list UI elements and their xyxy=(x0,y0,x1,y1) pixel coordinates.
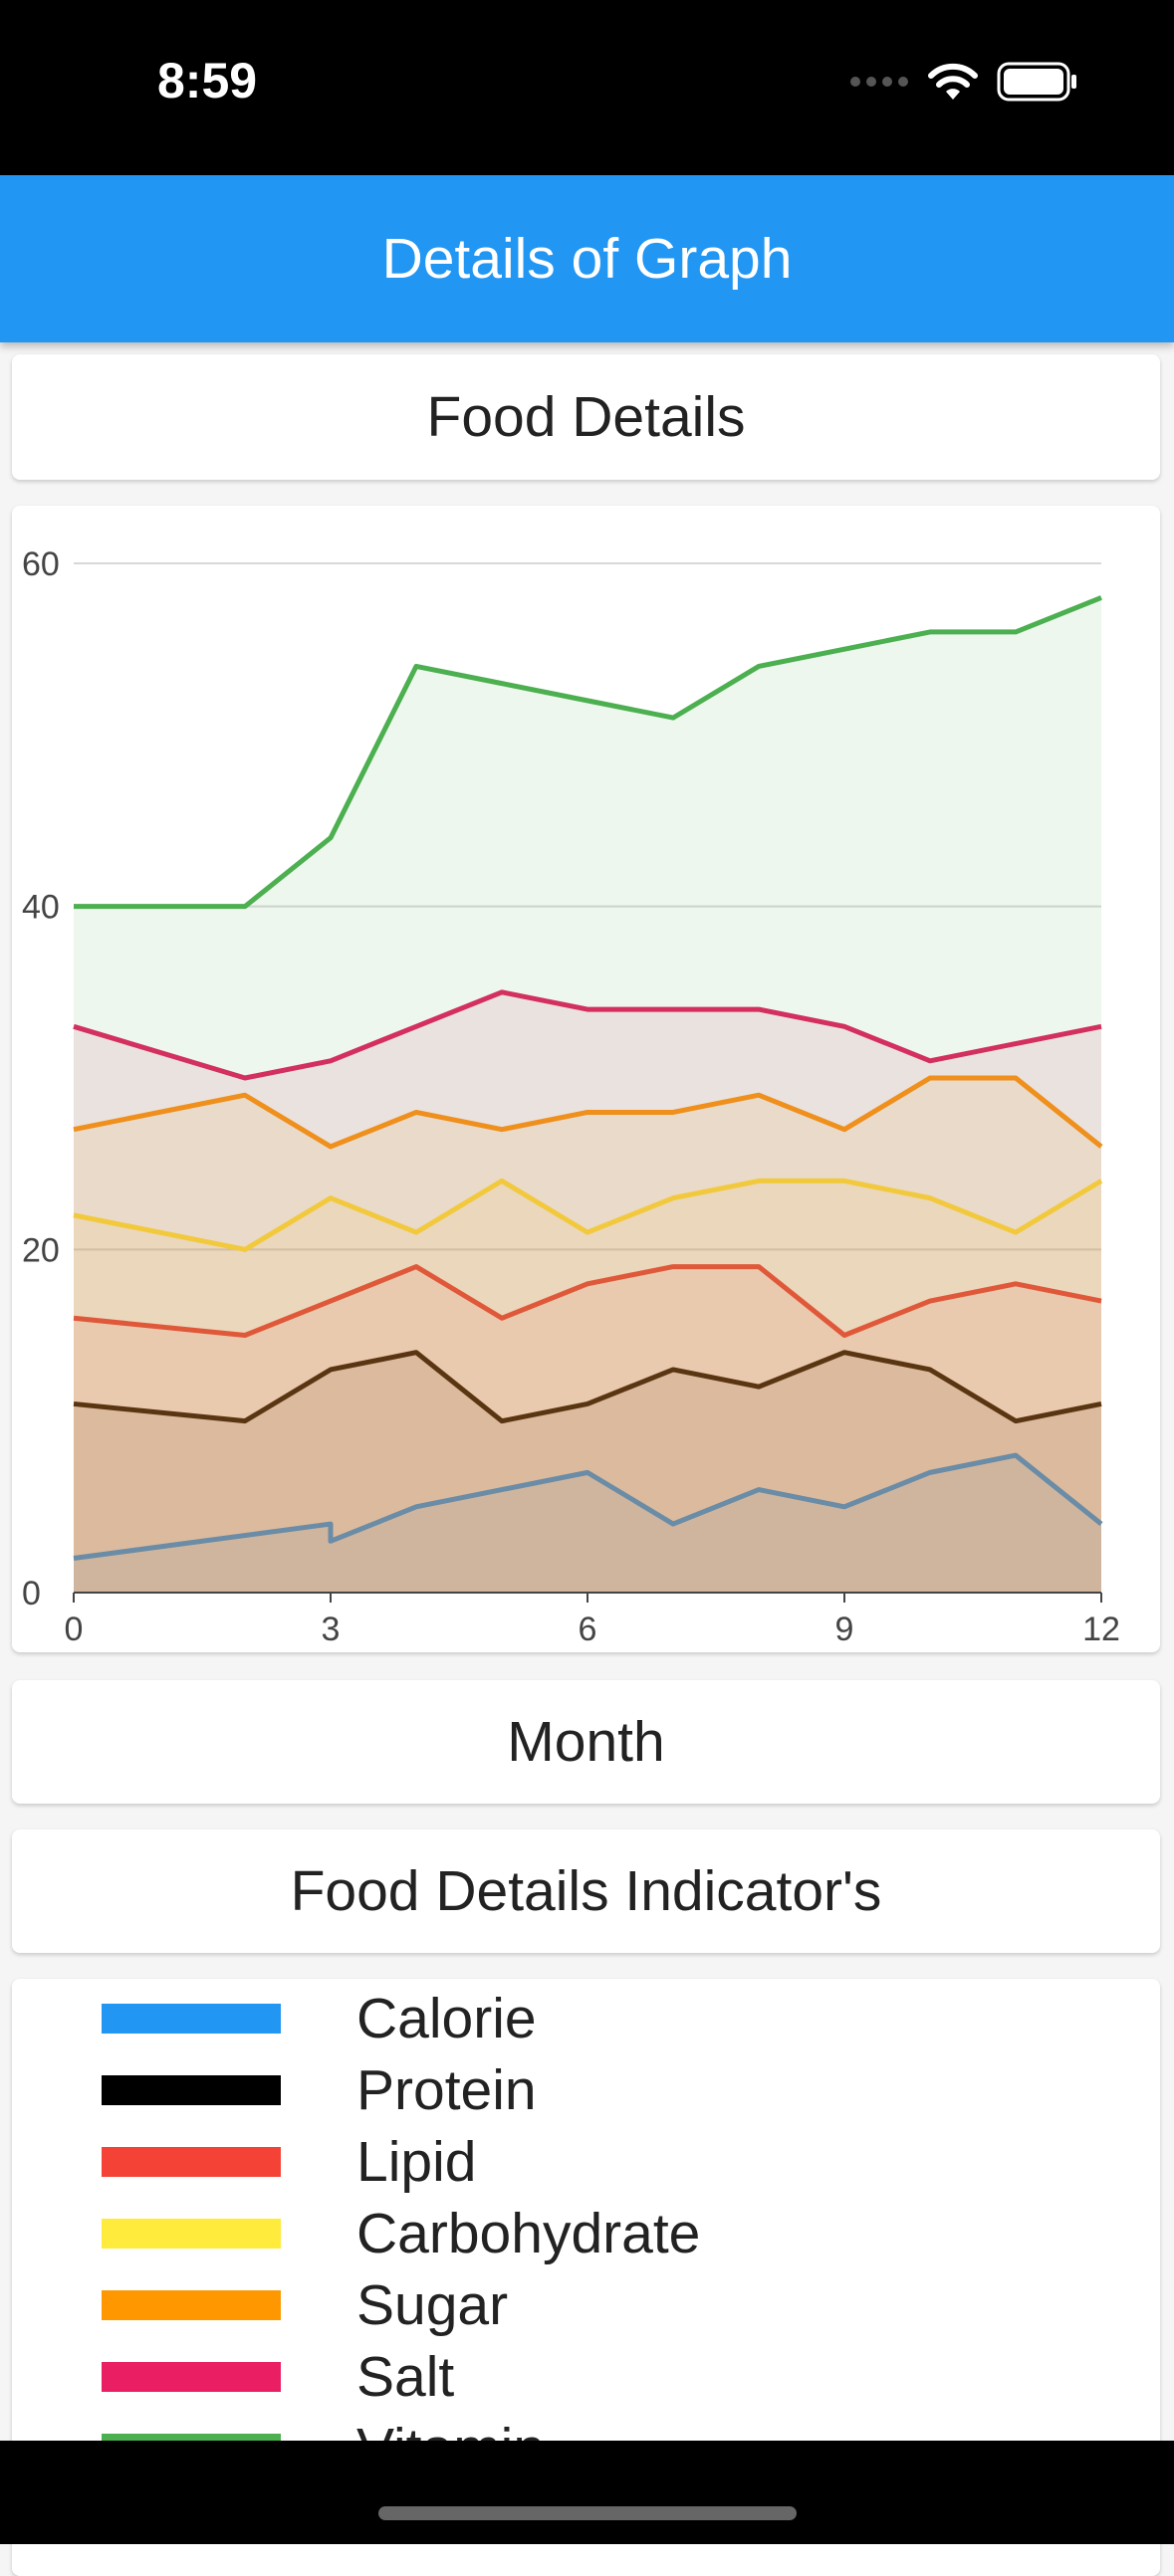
status-time: 8:59 xyxy=(157,53,258,108)
home-bar xyxy=(0,2441,1174,2544)
x-tick-label: 6 xyxy=(579,1610,597,1648)
area-lipid xyxy=(74,1266,1101,1593)
legend-item-salt: Salt xyxy=(102,2341,454,2413)
legend-item-lipid: Lipid xyxy=(102,2126,476,2198)
legend-item-carbohydrate: Carbohydrate xyxy=(102,2198,700,2269)
y-tick-label: 0 xyxy=(22,1575,41,1612)
legend-label-salt: Salt xyxy=(356,2345,455,2409)
legend-swatch-lipid xyxy=(102,2147,281,2177)
status-icons xyxy=(849,62,1078,102)
chart-areas xyxy=(74,597,1101,1593)
area-carbohydrate xyxy=(74,1181,1101,1593)
legend-label-sugar: Sugar xyxy=(356,2273,509,2337)
wifi-icon xyxy=(928,63,978,100)
legend-item-sugar: Sugar xyxy=(102,2269,508,2341)
legend-title-card: Food Details Indicator's xyxy=(12,1829,1160,1953)
legend-swatch-carbohydrate xyxy=(102,2219,281,2249)
y-tick-label: 60 xyxy=(22,545,60,583)
legend-label-calorie: Calorie xyxy=(356,1987,537,2050)
legend-swatch-sugar xyxy=(102,2290,281,2320)
line-lipid xyxy=(73,1264,1102,1338)
area-vitamin xyxy=(74,597,1101,1593)
chart-lines xyxy=(73,595,1103,1562)
x-tick-label: 12 xyxy=(1082,1610,1120,1648)
chart-title-card: Food Details xyxy=(12,354,1160,480)
line-sugar xyxy=(73,1075,1103,1150)
signal-dots-icon xyxy=(850,77,908,87)
line-protein xyxy=(73,1350,1102,1424)
line-carbohydrate xyxy=(73,1178,1103,1252)
app-bar: Details of Graph xyxy=(0,175,1174,342)
chart-title-label: Food Details xyxy=(426,385,746,449)
x-axis-label-card: Month xyxy=(12,1680,1160,1804)
line-calorie xyxy=(73,1452,1103,1562)
legend-title: Food Details Indicator's xyxy=(290,1859,882,1923)
legend-label-carbohydrate: Carbohydrate xyxy=(356,2202,701,2265)
legend-swatch-protein xyxy=(102,2075,281,2105)
area-sugar xyxy=(74,1078,1101,1593)
x-tick-label: 0 xyxy=(65,1610,84,1648)
x-tick-label: 3 xyxy=(322,1610,341,1648)
legend-label-lipid: Lipid xyxy=(356,2130,477,2194)
legend-item-calorie: Calorie xyxy=(102,1983,537,2054)
y-tick-label: 20 xyxy=(22,1231,60,1269)
app-bar-title: Details of Graph xyxy=(381,227,793,291)
legend-item-protein: Protein xyxy=(102,2054,537,2126)
x-tick-label: 9 xyxy=(835,1610,854,1648)
legend-swatch-salt xyxy=(102,2362,281,2392)
chart-axes: 0 20 40 60 0 3 6 9 12 xyxy=(22,545,1120,1648)
legend-swatch-calorie xyxy=(102,2004,281,2034)
area-calorie xyxy=(74,1455,1101,1593)
battery-icon xyxy=(997,62,1076,102)
chart-card: 0 20 40 60 0 3 6 9 12 xyxy=(12,506,1160,1652)
area-salt xyxy=(74,991,1101,1593)
legend-label-protein: Protein xyxy=(356,2058,537,2122)
y-tick-label: 40 xyxy=(22,889,60,927)
home-indicator[interactable] xyxy=(378,2506,797,2520)
line-vitamin xyxy=(74,595,1102,910)
status-bar: 8:59 xyxy=(0,0,1174,175)
area-chart: 0 20 40 60 0 3 6 9 12 xyxy=(22,545,1120,1648)
x-axis-label: Month xyxy=(507,1710,665,1774)
line-salt xyxy=(73,989,1102,1081)
